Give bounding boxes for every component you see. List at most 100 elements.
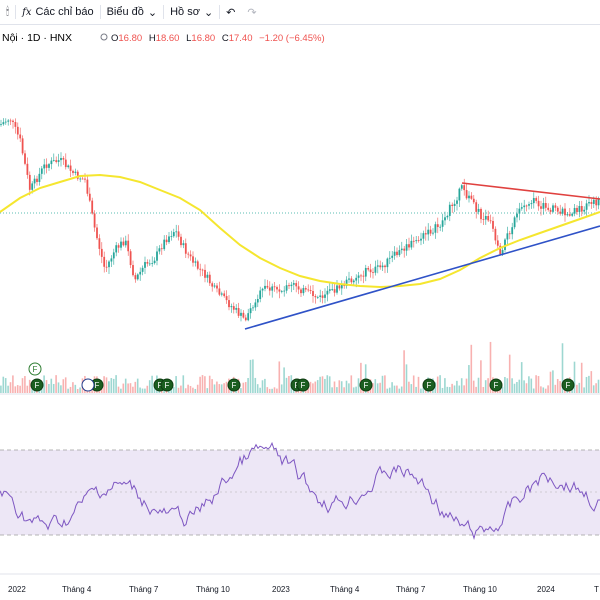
volume-bar	[444, 378, 446, 393]
event-markers[interactable]: FFFFFFFFFFFF	[28, 362, 575, 392]
time-axis-label: Tháng 4	[62, 585, 92, 594]
candle-body	[43, 164, 46, 169]
candle-body	[420, 238, 422, 241]
volume-bar	[532, 388, 535, 393]
indicators-button[interactable]: fx Các chỉ báo	[16, 0, 99, 24]
resistance-trendline[interactable]	[461, 182, 600, 200]
event-marker-pending[interactable]: F	[28, 362, 42, 376]
volume-bar	[355, 386, 357, 393]
candle-body	[232, 306, 235, 310]
candle-body	[213, 285, 216, 287]
volume-bar	[134, 381, 137, 393]
time-axis[interactable]: 2022 Tháng 4 Tháng 7 Tháng 10 2023 Tháng…	[8, 585, 599, 594]
rsi-line[interactable]	[0, 441, 600, 540]
top-toolbar: 🕯 fx Các chỉ báo Biểu đồ ⌄ Hồ sơ ⌄ ↶ ↷	[0, 0, 600, 25]
event-marker-other[interactable]	[81, 378, 95, 392]
moving-average-line[interactable]	[0, 173, 600, 289]
candle-body	[571, 213, 574, 216]
event-marker[interactable]: F	[30, 378, 44, 392]
volume-bar	[583, 387, 585, 393]
volume-bar	[422, 387, 425, 393]
volume-bar	[115, 375, 117, 393]
candle-body	[127, 240, 130, 252]
candle-body	[189, 254, 192, 257]
undo-button[interactable]: ↶	[220, 0, 241, 24]
volume-bar	[573, 361, 576, 393]
candle-body	[276, 287, 278, 290]
volume-bar	[400, 386, 403, 393]
candle-body	[268, 287, 271, 291]
volume-bar	[4, 378, 7, 393]
volume-bar	[542, 387, 545, 393]
support-trendline[interactable]	[244, 225, 600, 330]
event-marker[interactable]: F	[422, 378, 436, 392]
volume-bar	[482, 386, 485, 393]
volume-bar	[451, 383, 453, 393]
volume-bar	[285, 377, 288, 393]
candle-body	[496, 240, 499, 246]
price-chart[interactable]: Nội · 1D · HNX O16.80 H18.60 L16.80 C17.…	[0, 24, 600, 600]
candle-body	[156, 251, 158, 261]
candle-body	[518, 208, 521, 214]
volume-bar	[242, 382, 245, 393]
candle-body	[412, 240, 415, 242]
candlesticks	[0, 118, 600, 322]
volume-bar	[211, 379, 213, 393]
volume-bar	[26, 385, 29, 393]
candle-body	[148, 263, 151, 265]
time-axis-label: Tháng 10	[463, 585, 497, 594]
candle-body	[264, 285, 266, 289]
volume-bar	[184, 388, 187, 393]
eye-icon[interactable]	[100, 33, 108, 41]
candle-body	[388, 257, 391, 259]
event-marker[interactable]: F	[561, 378, 575, 392]
candle-body	[50, 160, 53, 165]
candle-body	[122, 241, 125, 246]
volume-bar	[218, 384, 221, 393]
candle-body	[256, 299, 259, 303]
candle-body	[480, 208, 482, 220]
volume-bar	[357, 378, 360, 393]
time-axis-label: Tháng 4	[330, 585, 360, 594]
event-marker[interactable]: F	[227, 378, 241, 392]
symbol-legend[interactable]: Nội · 1D · HNX	[2, 32, 72, 44]
low-value: 16.80	[191, 33, 215, 44]
volume-bar	[528, 376, 530, 393]
event-marker[interactable]: F	[160, 378, 174, 392]
volume-bar	[19, 385, 21, 393]
volume-bar	[525, 383, 528, 393]
volume-bar	[420, 388, 422, 393]
time-axis-label: Tháng 10	[196, 585, 230, 594]
event-marker[interactable]: F	[489, 378, 503, 392]
volume-bar	[120, 388, 122, 393]
volume-bar	[151, 375, 153, 393]
volume-bar	[345, 380, 348, 393]
candle-body	[271, 286, 274, 291]
candle-body	[98, 238, 101, 249]
candle-body	[223, 293, 226, 297]
volume-bar	[350, 375, 353, 393]
volume-bar	[417, 376, 420, 393]
candle-body	[369, 269, 372, 273]
event-marker[interactable]: F	[359, 378, 373, 392]
candle-body	[172, 232, 175, 237]
candle-body	[424, 233, 427, 235]
volume-bar	[463, 385, 465, 393]
candle-body	[595, 199, 598, 206]
volume-bar	[386, 388, 389, 393]
volume-bar	[472, 380, 475, 393]
redo-button[interactable]: ↷	[241, 0, 262, 24]
layout-button[interactable]: 🕯	[0, 0, 15, 24]
volume-bar	[16, 385, 19, 393]
profile-button[interactable]: Hồ sơ ⌄	[164, 0, 219, 24]
candle-body	[472, 198, 475, 203]
candle-body	[592, 199, 595, 204]
volume-bar	[146, 385, 149, 393]
event-marker[interactable]: F	[296, 378, 310, 392]
candle-body	[398, 250, 401, 256]
candle-body	[196, 261, 199, 269]
candle-body	[144, 262, 146, 268]
candle-body	[31, 183, 34, 190]
chart-type-button[interactable]: Biểu đồ ⌄	[101, 0, 164, 24]
price-pane[interactable]	[0, 25, 600, 394]
